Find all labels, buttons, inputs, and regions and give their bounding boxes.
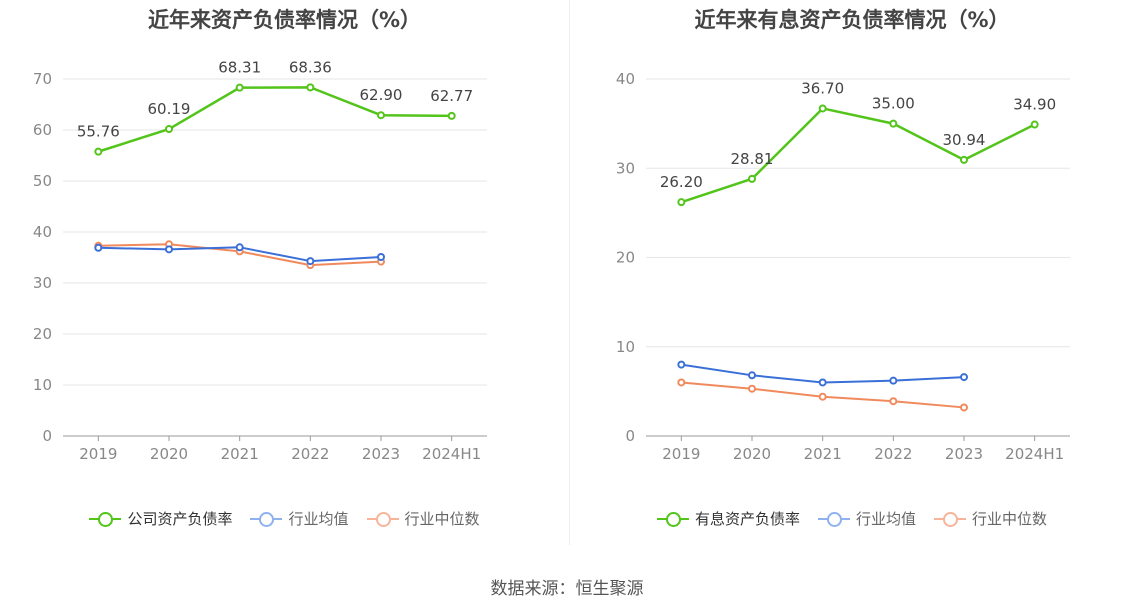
chart-title: 近年来有息资产负债率情况（%） xyxy=(694,8,1010,32)
x-tick-label: 2020 xyxy=(150,445,188,463)
chart-panel-interest-bearing: 近年来有息资产负债率情况（%） 0 10 20 30 40 2019 2020 2021 202… xyxy=(570,0,1134,545)
data-point xyxy=(1030,120,1039,129)
data-point xyxy=(748,371,756,380)
data-label: 60.19 xyxy=(148,100,191,118)
x-tick-label: 2019 xyxy=(662,445,700,463)
legend-item-company[interactable]: 公司资产负债率 xyxy=(89,508,232,529)
x-tick-label: 2021 xyxy=(804,445,842,463)
chart-asset-liability: 0 10 20 30 40 50 60 70 2019 2020 2021 2022 2023 2024H… xyxy=(33,58,487,463)
data-point xyxy=(960,403,968,412)
y-tick-label: 50 xyxy=(33,172,52,190)
data-point xyxy=(677,198,686,207)
data-point xyxy=(748,174,756,183)
y-tick-label: 40 xyxy=(616,70,635,88)
data-point xyxy=(889,119,898,128)
y-tick-label: 40 xyxy=(33,223,52,241)
chart-title: 近年来资产负债率情况（%） xyxy=(147,8,422,32)
data-label: 28.81 xyxy=(731,150,774,168)
x-tick-label: 2020 xyxy=(733,445,771,463)
data-point xyxy=(377,111,385,120)
x-tick-label: 2024H1 xyxy=(422,445,481,463)
data-source: 数据来源：恒生聚源 xyxy=(490,579,644,599)
x-tick-label: 2023 xyxy=(362,445,400,463)
series-line xyxy=(97,86,452,153)
data-label: 34.90 xyxy=(1013,96,1056,114)
legend-item-industry-mean[interactable]: 行业均值 xyxy=(817,508,916,529)
data-point xyxy=(235,83,244,92)
legend-label: 行业中位数 xyxy=(972,510,1048,528)
legend-label: 公司资产负债率 xyxy=(127,510,233,528)
panel-divider xyxy=(569,0,570,545)
data-point xyxy=(960,155,968,164)
data-point xyxy=(447,111,456,120)
legend-label: 有息资产负债率 xyxy=(694,510,800,528)
legend-line-icon xyxy=(934,511,966,527)
legend-line-icon xyxy=(250,511,283,527)
y-tick-label: 10 xyxy=(33,376,52,394)
y-tick-label: 0 xyxy=(42,427,52,445)
data-point xyxy=(677,378,686,387)
x-tick-label: 2021 xyxy=(221,445,259,463)
legend-label: 行业中位数 xyxy=(404,510,480,528)
data-point xyxy=(306,257,315,266)
legend: 公司资产负债率 行业均值 行业中位数 xyxy=(0,508,569,529)
x-tick-label: 2024H1 xyxy=(1005,445,1064,463)
y-tick-label: 30 xyxy=(33,274,52,292)
data-point xyxy=(94,147,103,156)
y-tick-label: 10 xyxy=(616,338,635,356)
y-tick-label: 70 xyxy=(33,70,52,88)
data-point xyxy=(677,360,686,369)
chart-panel-asset-liability: 近年来资产负债率情况（%） 0 10 20 30 40 50 60 70 2019 2020 202… xyxy=(0,0,569,545)
data-point xyxy=(165,125,173,134)
legend-line-icon xyxy=(89,511,122,527)
data-label: 36.70 xyxy=(801,79,844,97)
x-tick-label: 2023 xyxy=(945,445,983,463)
data-label: 62.90 xyxy=(360,86,403,104)
data-point xyxy=(377,252,385,261)
data-label: 68.36 xyxy=(289,58,332,76)
series-line xyxy=(680,107,1036,204)
data-point xyxy=(748,384,756,393)
y-tick-label: 20 xyxy=(33,325,52,343)
data-point xyxy=(889,397,898,406)
y-tick-label: 20 xyxy=(616,249,635,267)
data-point xyxy=(94,243,103,252)
y-tick-label: 60 xyxy=(33,121,52,139)
data-point xyxy=(818,392,827,401)
data-label: 35.00 xyxy=(872,95,915,113)
data-label: 55.76 xyxy=(77,123,120,141)
data-point xyxy=(165,245,173,254)
y-tick-label: 0 xyxy=(625,427,635,445)
data-label: 62.77 xyxy=(430,87,473,105)
legend: 有息资产负债率 行业均值 行业中位数 xyxy=(570,508,1134,529)
data-point xyxy=(818,378,827,387)
data-point xyxy=(960,373,968,382)
data-point xyxy=(306,83,315,92)
legend-label: 行业均值 xyxy=(855,510,916,528)
chart-interest-bearing-liability: 0 10 20 30 40 2019 2020 2021 2022 2023 2024H1 26.20… xyxy=(616,70,1070,463)
x-tick-label: 2022 xyxy=(874,445,912,463)
legend-item-industry-median[interactable]: 行业中位数 xyxy=(934,508,1047,529)
x-tick-label: 2019 xyxy=(79,445,117,463)
legend-item-industry-median[interactable]: 行业中位数 xyxy=(366,508,480,529)
legend-line-icon xyxy=(656,511,689,527)
data-point xyxy=(235,243,244,252)
legend-line-icon xyxy=(366,511,399,527)
legend-label: 行业均值 xyxy=(288,510,349,528)
data-label: 26.20 xyxy=(660,173,703,191)
data-label: 30.94 xyxy=(943,131,986,149)
legend-item-industry-mean[interactable]: 行业均值 xyxy=(250,508,349,529)
legend-line-icon xyxy=(817,511,850,527)
data-label: 68.31 xyxy=(218,59,261,77)
data-point xyxy=(818,104,827,113)
y-tick-label: 30 xyxy=(616,159,635,177)
data-point xyxy=(889,376,898,385)
legend-item-interest-bearing[interactable]: 有息资产负债率 xyxy=(656,508,800,529)
x-tick-label: 2022 xyxy=(291,445,329,463)
